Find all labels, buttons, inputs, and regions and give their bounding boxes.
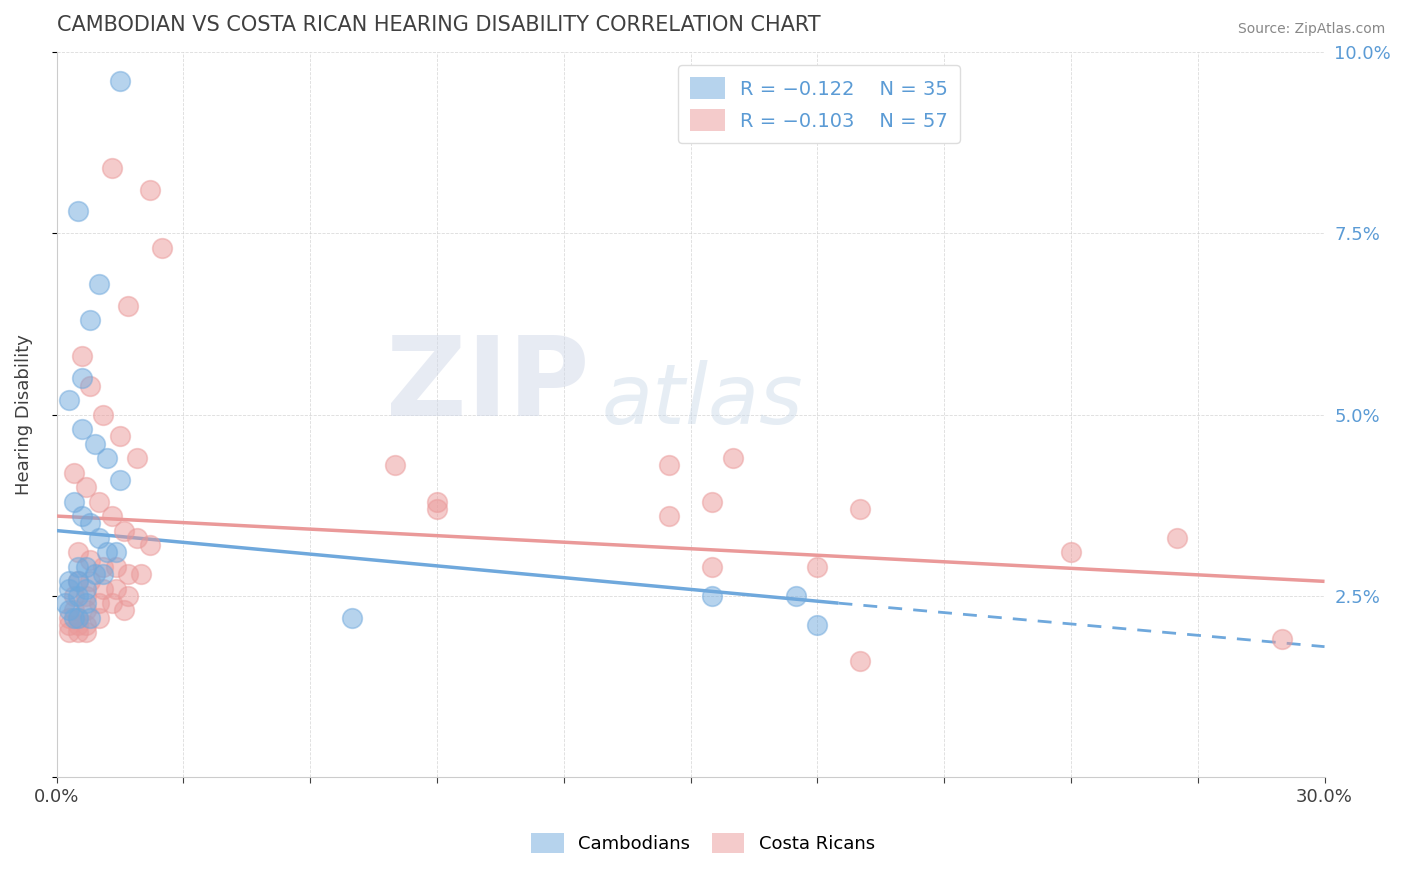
Point: [129, 567, 152, 582]
Point: [66, 545, 89, 559]
Point: [70, 350, 93, 364]
Point: [112, 603, 135, 617]
Point: [70, 509, 93, 524]
Legend: R = −0.122    N = 35, R = −0.103    N = 57: R = −0.122 N = 35, R = −0.103 N = 57: [678, 65, 960, 143]
Point: [66, 559, 89, 574]
Point: [700, 494, 723, 508]
Point: [426, 501, 449, 516]
Point: [79, 610, 101, 624]
Point: [53, 596, 76, 610]
Point: [62, 603, 84, 617]
Point: [66, 618, 89, 632]
Point: [75, 618, 97, 632]
Point: [87, 596, 110, 610]
Point: [58, 610, 80, 624]
Point: [70, 371, 93, 385]
Point: [79, 574, 101, 589]
Point: [91, 408, 114, 422]
Point: [112, 524, 135, 538]
Point: [75, 480, 97, 494]
Text: ZIP: ZIP: [385, 332, 589, 439]
Text: Source: ZipAtlas.com: Source: ZipAtlas.com: [1237, 22, 1385, 37]
Point: [62, 466, 84, 480]
Point: [62, 610, 84, 624]
Point: [1166, 531, 1188, 545]
Point: [83, 436, 105, 450]
Y-axis label: Hearing Disability: Hearing Disability: [15, 334, 32, 495]
Point: [100, 596, 122, 610]
Point: [66, 625, 89, 640]
Point: [75, 582, 97, 596]
Point: [58, 574, 80, 589]
Point: [79, 516, 101, 531]
Point: [79, 552, 101, 566]
Point: [1060, 545, 1083, 559]
Point: [117, 567, 139, 582]
Point: [108, 473, 131, 487]
Point: [700, 589, 723, 603]
Point: [125, 531, 148, 545]
Point: [58, 625, 80, 640]
Point: [75, 625, 97, 640]
Point: [138, 538, 160, 552]
Point: [100, 161, 122, 175]
Point: [66, 574, 89, 589]
Point: [658, 458, 681, 473]
Point: [721, 451, 744, 466]
Point: [785, 589, 807, 603]
Point: [66, 589, 89, 603]
Point: [62, 589, 84, 603]
Text: CAMBODIAN VS COSTA RICAN HEARING DISABILITY CORRELATION CHART: CAMBODIAN VS COSTA RICAN HEARING DISABIL…: [56, 15, 820, 35]
Point: [58, 392, 80, 407]
Point: [342, 610, 364, 624]
Text: atlas: atlas: [602, 359, 803, 441]
Point: [848, 501, 870, 516]
Point: [66, 204, 89, 219]
Point: [658, 509, 681, 524]
Point: [75, 596, 97, 610]
Point: [87, 277, 110, 291]
Point: [75, 559, 97, 574]
Point: [91, 567, 114, 582]
Point: [806, 618, 828, 632]
Point: [125, 451, 148, 466]
Point: [104, 545, 127, 559]
Point: [75, 589, 97, 603]
Point: [91, 559, 114, 574]
Point: [75, 603, 97, 617]
Point: [426, 494, 449, 508]
Point: [848, 654, 870, 668]
Point: [384, 458, 406, 473]
Point: [108, 74, 131, 88]
Point: [138, 183, 160, 197]
Point: [58, 582, 80, 596]
Point: [96, 545, 118, 559]
Point: [104, 559, 127, 574]
Point: [87, 494, 110, 508]
Point: [150, 241, 173, 255]
Point: [58, 618, 80, 632]
Point: [117, 589, 139, 603]
Point: [117, 299, 139, 313]
Point: [83, 567, 105, 582]
Point: [96, 451, 118, 466]
Point: [66, 610, 89, 624]
Point: [66, 610, 89, 624]
Point: [104, 582, 127, 596]
Point: [87, 531, 110, 545]
Point: [108, 429, 131, 443]
Point: [70, 422, 93, 436]
Point: [700, 559, 723, 574]
Point: [91, 582, 114, 596]
Point: [79, 313, 101, 327]
Point: [66, 574, 89, 589]
Legend: Cambodians, Costa Ricans: Cambodians, Costa Ricans: [524, 825, 882, 861]
Point: [79, 378, 101, 392]
Point: [58, 603, 80, 617]
Point: [1271, 632, 1294, 647]
Point: [100, 509, 122, 524]
Point: [806, 559, 828, 574]
Point: [62, 494, 84, 508]
Point: [87, 610, 110, 624]
